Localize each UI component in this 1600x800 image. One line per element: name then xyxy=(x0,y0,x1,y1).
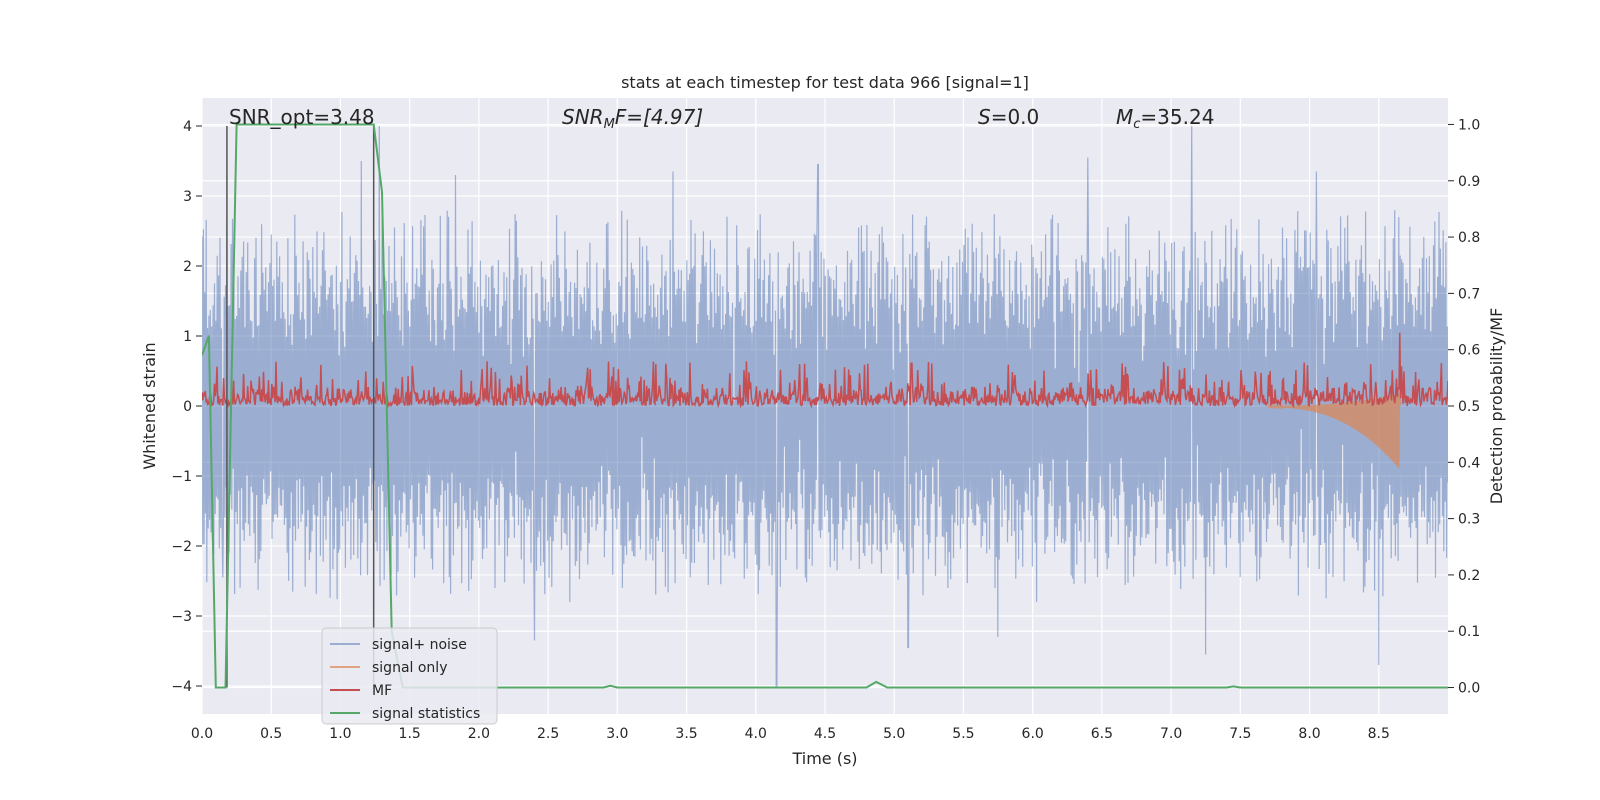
y-axis-label: Whitened strain xyxy=(140,342,159,469)
y2-tick-label: 0.5 xyxy=(1458,399,1480,415)
y-tick-label: 0 xyxy=(183,399,192,415)
chart-title: stats at each timestep for test data 966… xyxy=(621,73,1029,92)
x-tick-label: 7.0 xyxy=(1160,726,1182,742)
legend-label: MF xyxy=(372,683,392,699)
y-tick-label: −1 xyxy=(171,469,192,485)
y-tick-label: −4 xyxy=(171,679,192,695)
y-tick-label: 1 xyxy=(183,329,192,345)
x-tick-label: 1.5 xyxy=(399,726,421,742)
y2-tick-label: 0.3 xyxy=(1458,512,1480,528)
x-tick-label: 0.0 xyxy=(191,726,213,742)
legend-label: signal only xyxy=(372,660,447,676)
y2-tick-label: 0.0 xyxy=(1458,681,1480,697)
annotation-snr-mf: SNRMF=[4.97] xyxy=(562,105,703,132)
x-tick-label: 5.0 xyxy=(883,726,905,742)
series-signal-noise xyxy=(202,125,1448,687)
annotation-s: S=0.0 xyxy=(978,105,1039,129)
y-tick-label: −3 xyxy=(171,609,192,625)
legend-label: signal statistics xyxy=(372,706,480,722)
y2-tick-label: 0.8 xyxy=(1458,230,1480,246)
y2-axis-ticks: 0.0 0.1 0.2 0.3 0.4 0.5 0.6 0.7 0.8 0.9 1.0 xyxy=(1448,117,1480,697)
y2-tick-label: 0.9 xyxy=(1458,174,1480,190)
x-tick-label: 6.0 xyxy=(1022,726,1044,742)
y2-tick-label: 0.2 xyxy=(1458,568,1480,584)
y2-tick-label: 0.4 xyxy=(1458,455,1480,471)
y-tick-label: −2 xyxy=(171,539,192,555)
y-tick-label: 4 xyxy=(183,119,192,135)
legend-label: signal+ noise xyxy=(372,637,467,653)
x-tick-label: 8.0 xyxy=(1298,726,1320,742)
x-tick-label: 4.5 xyxy=(814,726,836,742)
series-signal-only xyxy=(1267,393,1402,469)
x-tick-label: 1.0 xyxy=(329,726,351,742)
x-tick-label: 3.5 xyxy=(675,726,697,742)
y2-tick-label: 0.7 xyxy=(1458,286,1480,302)
x-tick-label: 6.5 xyxy=(1091,726,1113,742)
x-tick-label: 4.0 xyxy=(745,726,767,742)
x-tick-label: 5.5 xyxy=(952,726,974,742)
x-tick-label: 2.0 xyxy=(468,726,490,742)
annotation-mc: Mc=35.24 xyxy=(1116,105,1214,132)
x-axis-label: Time (s) xyxy=(791,749,857,768)
series-signal-statistics xyxy=(202,123,1448,689)
x-tick-label: 0.5 xyxy=(260,726,282,742)
x-tick-label: 3.0 xyxy=(606,726,628,742)
legend: signal+ noise signal only MF signal statist… xyxy=(321,627,498,725)
x-tick-label: 2.5 xyxy=(537,726,559,742)
y-axis-ticks: −4 −3 −2 −1 0 1 2 3 4 xyxy=(171,119,202,695)
x-tick-label: 8.5 xyxy=(1368,726,1390,742)
x-axis-ticks: 0.0 0.5 1.0 1.5 2.0 2.5 3.0 3.5 4.0 4.5 5.0 5.5 6.0 6… xyxy=(191,726,1390,742)
series-layer xyxy=(202,123,1448,689)
y2-tick-label: 0.6 xyxy=(1458,343,1480,359)
y2-tick-label: 1.0 xyxy=(1458,117,1480,133)
y-tick-label: 2 xyxy=(183,259,192,275)
y2-tick-label: 0.1 xyxy=(1458,624,1480,640)
annotation-snr-opt: SNR_opt=3.48 xyxy=(229,105,375,129)
y2-axis-label: Detection probability/MF xyxy=(1487,308,1506,505)
x-tick-label: 7.5 xyxy=(1229,726,1251,742)
legend-box xyxy=(321,627,498,725)
y-tick-label: 3 xyxy=(183,189,192,205)
series-mf xyxy=(202,332,1448,409)
